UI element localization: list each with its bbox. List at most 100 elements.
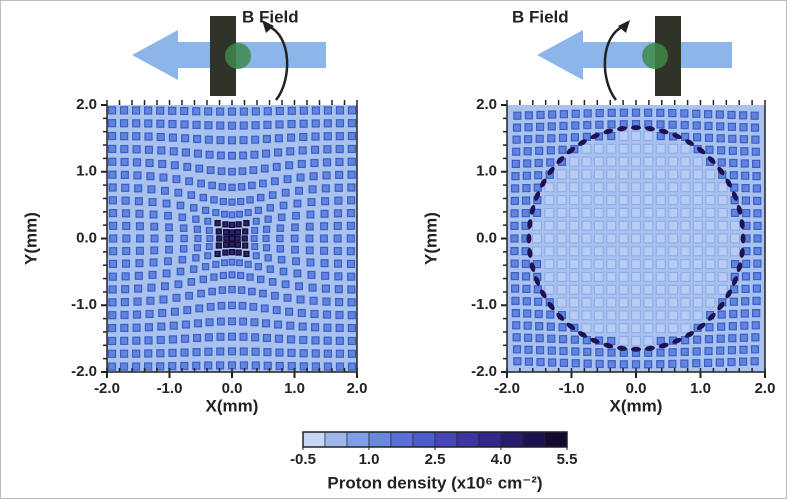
image-cell	[571, 359, 580, 368]
x-axis-label: X(mm)	[610, 396, 663, 415]
image-cell	[546, 146, 555, 155]
image-cell	[606, 284, 617, 295]
image-cell	[581, 246, 592, 257]
image-cell	[521, 209, 530, 218]
image-cell	[168, 106, 177, 115]
image-cell	[680, 284, 691, 295]
image-cell	[581, 220, 592, 231]
image-cell	[568, 220, 580, 231]
image-cell	[264, 215, 272, 223]
image-cell	[717, 158, 726, 167]
caustic-dash	[717, 166, 725, 176]
image-cell	[108, 183, 117, 192]
image-cell	[239, 107, 248, 116]
image-cell	[752, 159, 761, 168]
image-cell	[107, 349, 117, 358]
image-cell	[263, 244, 271, 252]
image-cell	[216, 347, 225, 356]
image-cell	[311, 336, 320, 345]
image-cell	[120, 336, 129, 345]
image-cell	[335, 119, 345, 128]
image-cell	[208, 287, 216, 296]
image-cell	[252, 217, 260, 225]
image-cell	[680, 143, 691, 154]
image-cell	[581, 233, 592, 244]
image-cell	[510, 196, 519, 205]
image-cell	[568, 233, 580, 244]
image-cell	[593, 156, 604, 167]
image-cell	[150, 246, 159, 255]
caustic-dash	[672, 133, 682, 140]
image-cell	[228, 211, 236, 219]
image-cell	[740, 321, 749, 330]
image-cell	[512, 123, 522, 132]
image-cell	[119, 119, 129, 128]
image-cell	[680, 233, 691, 244]
image-cell	[593, 310, 604, 321]
image-cell	[347, 349, 357, 358]
image-cell	[183, 162, 192, 171]
image-cell	[193, 225, 201, 233]
image-cell	[180, 120, 189, 129]
image-cell	[234, 235, 241, 242]
image-cell	[204, 121, 213, 130]
image-cell	[214, 250, 221, 257]
image-cell	[581, 284, 592, 295]
image-cell	[729, 171, 738, 180]
image-cell	[250, 235, 258, 242]
image-cell	[170, 307, 179, 316]
image-cell	[270, 291, 279, 300]
image-cell	[606, 207, 617, 218]
image-cell	[320, 222, 329, 231]
image-cell	[644, 360, 653, 369]
image-cell	[741, 171, 750, 180]
image-cell	[308, 185, 317, 194]
image-cell	[728, 134, 737, 143]
image-cell	[227, 347, 237, 356]
image-cell	[135, 222, 144, 231]
image-cell	[218, 286, 227, 294]
image-cell	[655, 182, 666, 193]
image-cell	[729, 246, 741, 257]
image-cell	[335, 144, 344, 154]
image-cell	[181, 148, 190, 157]
image-cell	[212, 260, 220, 268]
image-cell	[347, 144, 356, 154]
image-cell	[311, 323, 320, 332]
image-cell	[204, 217, 212, 225]
image-cell	[347, 119, 357, 128]
image-cell	[249, 166, 258, 175]
image-cell	[311, 362, 320, 371]
image-cell	[716, 134, 725, 143]
image-cell	[668, 259, 679, 270]
image-cell	[680, 323, 691, 334]
image-cell	[205, 150, 214, 159]
image-cell	[334, 285, 343, 294]
image-cell	[522, 183, 531, 193]
image-cell	[593, 169, 604, 180]
colorbar-tick-label: 2.5	[425, 451, 446, 468]
image-cell	[536, 357, 545, 367]
image-cell	[742, 259, 751, 268]
image-cell	[335, 310, 344, 320]
image-cell	[239, 347, 248, 356]
image-cell	[168, 362, 177, 371]
image-cell	[237, 286, 246, 294]
image-cell	[643, 259, 654, 270]
image-cell	[165, 234, 174, 243]
image-cell	[121, 183, 130, 192]
image-cell	[281, 280, 290, 289]
image-cell	[717, 194, 728, 206]
image-cell	[263, 107, 272, 116]
image-cell	[228, 167, 236, 176]
image-cell	[144, 349, 153, 358]
image-cell	[668, 143, 679, 154]
image-cell	[199, 275, 208, 284]
image-cell	[717, 322, 726, 331]
image-cell	[581, 207, 592, 218]
image-cell	[728, 322, 737, 331]
image-cell	[131, 362, 141, 371]
image-cell	[655, 156, 666, 167]
caustic-dash	[736, 262, 743, 273]
image-cell	[655, 323, 666, 334]
